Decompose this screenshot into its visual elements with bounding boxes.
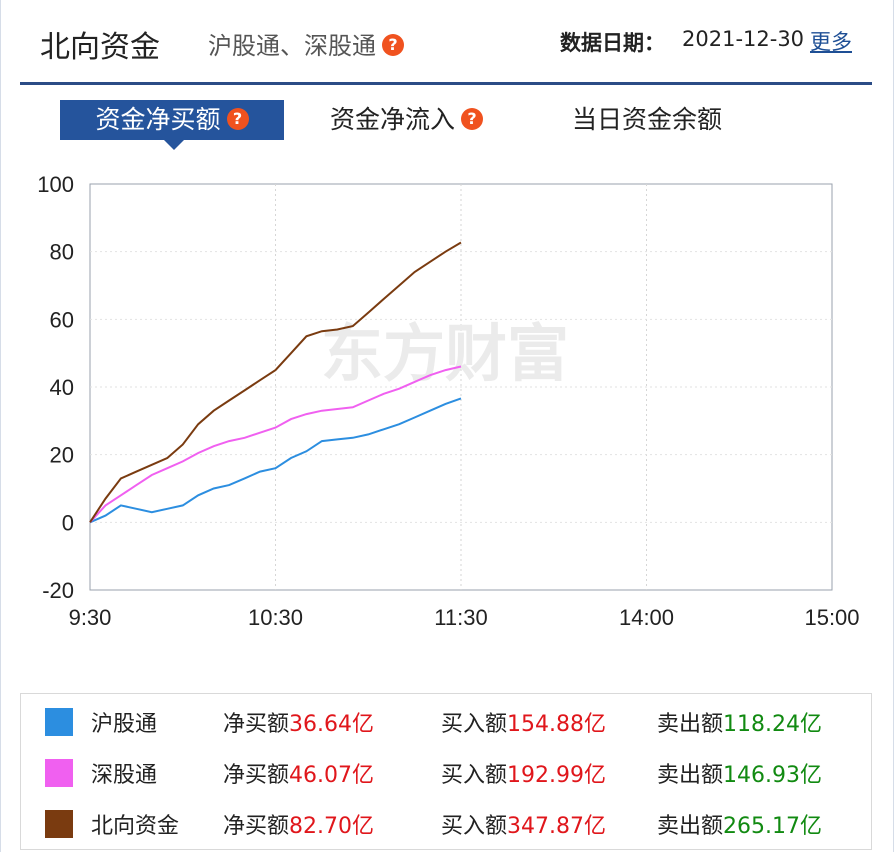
y-tick-label: 80 bbox=[50, 240, 74, 265]
subtitle-text: 沪股通、深股通 bbox=[208, 32, 376, 60]
buy-value: 347.87亿 bbox=[507, 814, 606, 839]
legend-buy: 买入额154.88亿 bbox=[441, 706, 606, 738]
sell-label: 卖出额 bbox=[657, 763, 724, 788]
legend-buy: 买入额347.87亿 bbox=[441, 808, 606, 840]
legend-name: 北向资金 bbox=[91, 814, 180, 839]
tab-label: 资金净流入 bbox=[330, 105, 456, 134]
legend-sell: 卖出额265.17亿 bbox=[657, 808, 822, 840]
header: 北向资金 沪股通、深股通? 数据日期： 2021-12-30 更多 bbox=[0, 0, 894, 86]
sell-value: 265.17亿 bbox=[723, 814, 822, 839]
net-label: 净买额 bbox=[223, 712, 290, 737]
legend-row-sz: 深股通 净买额46.07亿 买入额192.99亿 卖出额146.93亿 bbox=[21, 745, 871, 797]
y-tick-label: 100 bbox=[37, 172, 74, 197]
buy-label: 买入额 bbox=[441, 712, 508, 737]
page-subtitle: 沪股通、深股通? bbox=[208, 26, 404, 61]
series-line bbox=[89, 397, 462, 524]
net-label: 净买额 bbox=[223, 763, 290, 788]
y-tick-label: 20 bbox=[50, 443, 74, 468]
date-value: 2021-12-30 bbox=[682, 27, 805, 51]
legend-sell: 卖出额146.93亿 bbox=[657, 757, 822, 789]
legend-row-sh: 沪股通 净买额36.64亿 买入额154.88亿 卖出额118.24亿 bbox=[21, 694, 871, 746]
series-line bbox=[89, 241, 462, 523]
buy-value: 192.99亿 bbox=[507, 763, 606, 788]
header-divider bbox=[20, 82, 872, 85]
net-value: 46.07亿 bbox=[289, 763, 374, 788]
legend-buy: 买入额192.99亿 bbox=[441, 757, 606, 789]
help-icon[interactable]: ? bbox=[226, 108, 249, 130]
watermark: 东方财富 bbox=[321, 317, 569, 390]
buy-label: 买入额 bbox=[441, 763, 508, 788]
tab-daily-balance[interactable]: 当日资金余额 bbox=[572, 100, 722, 140]
net-value: 36.64亿 bbox=[289, 712, 374, 737]
legend-swatch bbox=[45, 759, 73, 787]
active-tab-caret bbox=[164, 140, 184, 150]
more-link[interactable]: 更多 bbox=[810, 30, 852, 54]
tab-bar: 资金净买额? 资金净流入? 当日资金余额 bbox=[0, 100, 894, 150]
tab-label: 当日资金余额 bbox=[572, 105, 723, 134]
net-label: 净买额 bbox=[223, 814, 290, 839]
legend-swatch bbox=[45, 810, 73, 838]
y-tick-label: 0 bbox=[62, 510, 74, 535]
legend-name: 深股通 bbox=[91, 763, 158, 788]
page-title: 北向资金 bbox=[40, 30, 160, 65]
legend-table: 沪股通 净买额36.64亿 买入额154.88亿 卖出额118.24亿 深股通 … bbox=[20, 693, 872, 850]
series-line bbox=[89, 365, 462, 523]
buy-value: 154.88亿 bbox=[507, 712, 606, 737]
sell-label: 卖出额 bbox=[657, 814, 724, 839]
sell-value: 118.24亿 bbox=[723, 712, 822, 737]
sell-label: 卖出额 bbox=[657, 712, 724, 737]
y-tick-label: 40 bbox=[50, 375, 74, 400]
line-chart: 9:30 10:30 11:30 14:00 15:00 100 80 60 40 20 0 -20 东… bbox=[37, 172, 859, 630]
legend-swatch bbox=[45, 708, 73, 736]
buy-label: 买入额 bbox=[441, 814, 508, 839]
sell-value: 146.93亿 bbox=[723, 763, 822, 788]
legend-name: 沪股通 bbox=[91, 712, 158, 737]
legend-net: 净买额36.64亿 bbox=[223, 706, 374, 738]
tab-label: 资金净买额 bbox=[95, 105, 221, 134]
x-tick-label: 10:30 bbox=[248, 605, 303, 630]
legend-net: 净买额82.70亿 bbox=[223, 808, 374, 840]
date-label: 数据日期： bbox=[560, 31, 665, 55]
tab-net-inflow[interactable]: 资金净流入? bbox=[330, 100, 484, 140]
x-tick-label: 9:30 bbox=[69, 605, 112, 630]
y-tick-label: 60 bbox=[50, 307, 74, 332]
x-tick-label: 15:00 bbox=[804, 605, 859, 630]
x-tick-label: 14:00 bbox=[619, 605, 674, 630]
help-icon[interactable]: ? bbox=[382, 34, 404, 56]
tab-net-buy[interactable]: 资金净买额? bbox=[60, 100, 284, 150]
legend-sell: 卖出额118.24亿 bbox=[657, 706, 822, 738]
y-tick-label: -20 bbox=[42, 578, 74, 603]
legend-net: 净买额46.07亿 bbox=[223, 757, 374, 789]
net-value: 82.70亿 bbox=[289, 814, 374, 839]
legend-row-north: 北向资金 净买额82.70亿 买入额347.87亿 卖出额265.17亿 bbox=[21, 796, 871, 848]
help-icon[interactable]: ? bbox=[461, 108, 484, 130]
x-tick-label: 11:30 bbox=[434, 605, 487, 630]
